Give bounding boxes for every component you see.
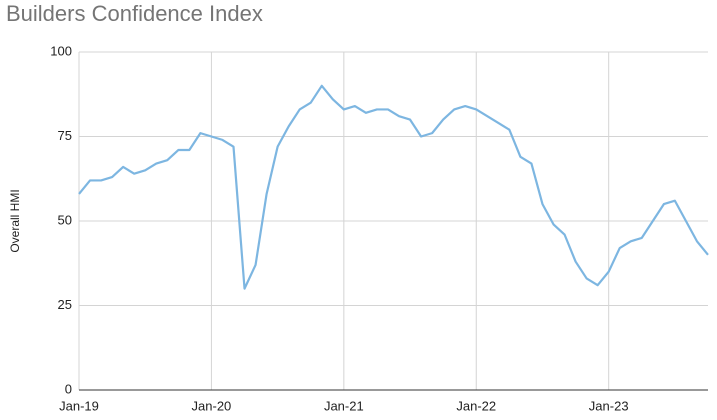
x-tick-label: Jan-20 <box>192 398 232 413</box>
x-tick-label: Jan-23 <box>589 398 629 413</box>
y-tick-label: 25 <box>58 297 72 312</box>
y-tick-label: 100 <box>50 43 72 58</box>
x-tick-label: Jan-19 <box>59 398 99 413</box>
x-tick-label: Jan-22 <box>456 398 496 413</box>
data-line <box>78 84 709 290</box>
y-tick-label: 0 <box>65 381 72 396</box>
y-tick-label: 75 <box>58 128 72 143</box>
y-axis-label: Overall HMI <box>8 189 22 252</box>
x-tick-label: Jan-21 <box>324 398 364 413</box>
y-tick-label: 50 <box>58 212 72 227</box>
chart-title: Builders Confidence Index <box>6 1 263 26</box>
